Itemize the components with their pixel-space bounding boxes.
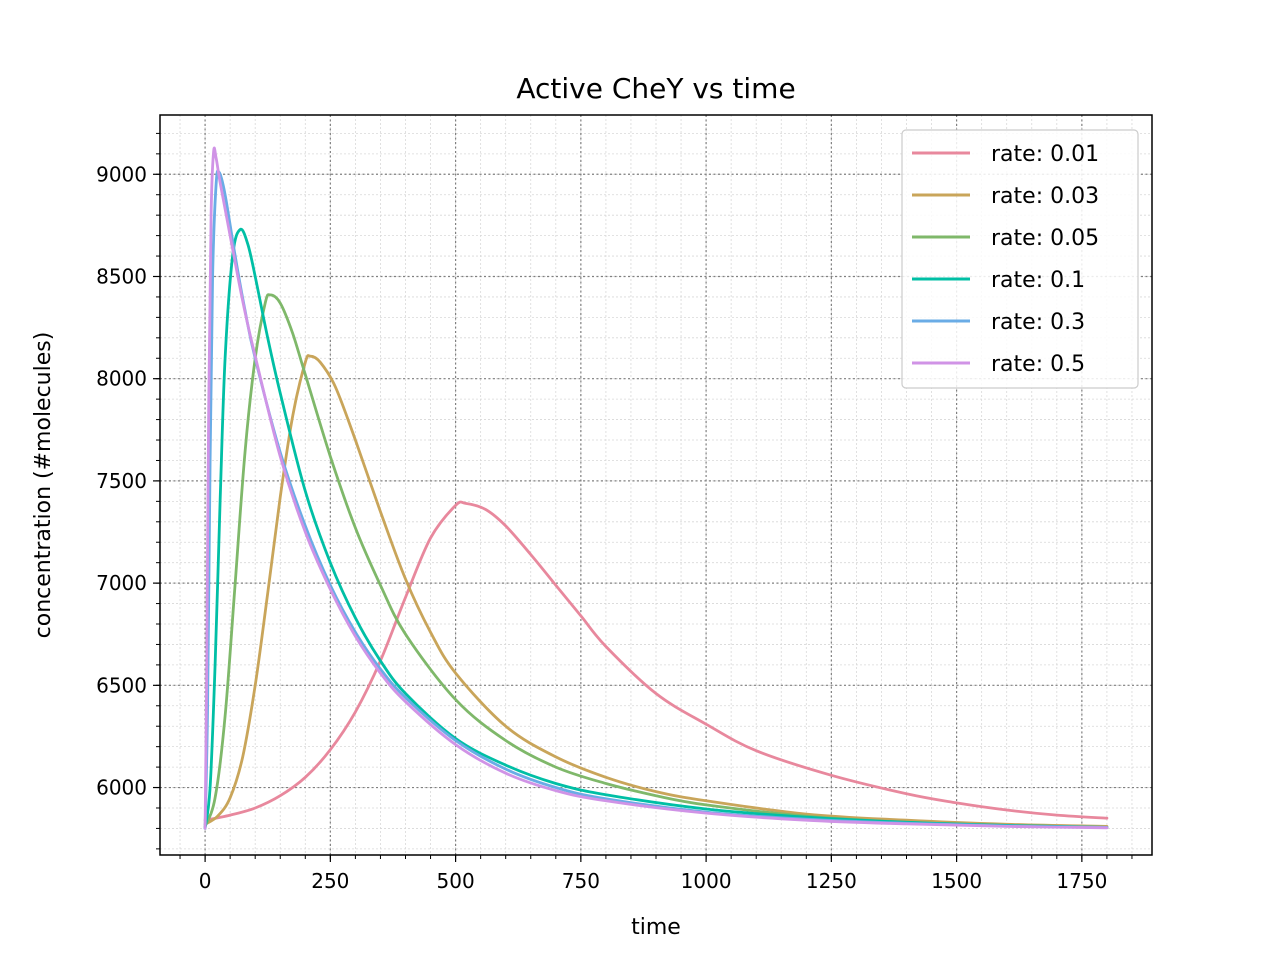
series-line-5: [203, 146, 1109, 830]
legend-entry-label: rate: 0.5: [991, 352, 1085, 377]
y-tick-label: 6000: [96, 776, 147, 800]
y-axis-label: concentration (#molecules): [31, 332, 56, 639]
series-lines: [203, 146, 1109, 830]
legend-entry-label: rate: 0.3: [991, 310, 1085, 335]
legend: rate: 0.01 rate: 0.03 rate: 0.05 rate: 0.1 r…: [901, 129, 1139, 389]
legend-box: [901, 129, 1139, 389]
x-tick-label: 250: [311, 869, 349, 893]
x-tick-label: 500: [437, 869, 475, 893]
x-tick-label: 1250: [806, 869, 857, 893]
legend-entry-label: rate: 0.05: [991, 226, 1099, 251]
x-tick-label: 1500: [931, 869, 982, 893]
y-tick-label: 9000: [96, 162, 147, 186]
y-tick-label: 7000: [96, 571, 147, 595]
x-axis-label: time: [631, 915, 681, 940]
y-tick-label: 8500: [96, 264, 147, 288]
legend-entry-label: rate: 0.03: [991, 184, 1099, 209]
x-tick-label: 1750: [1056, 869, 1107, 893]
series-line-0: [203, 500, 1109, 822]
legend-entry-label: rate: 0.1: [991, 268, 1085, 293]
chart-title: Active CheY vs time: [516, 72, 795, 105]
x-tick-label: 750: [562, 869, 600, 893]
y-tick-label: 7500: [96, 469, 147, 493]
y-tick-label: 6500: [96, 673, 147, 697]
axis-ticks: 0 250 500 750 1000 1250 1500 1750 6000 6500 7000 75…: [96, 132, 1133, 893]
series-line-3: [203, 227, 1109, 830]
legend-entry-label: rate: 0.01: [991, 142, 1099, 167]
x-tick-label: 1000: [681, 869, 732, 893]
series-line-1: [203, 354, 1109, 828]
x-tick-label: 0: [199, 869, 212, 893]
series-line-2: [203, 293, 1109, 829]
y-tick-label: 8000: [96, 367, 147, 391]
